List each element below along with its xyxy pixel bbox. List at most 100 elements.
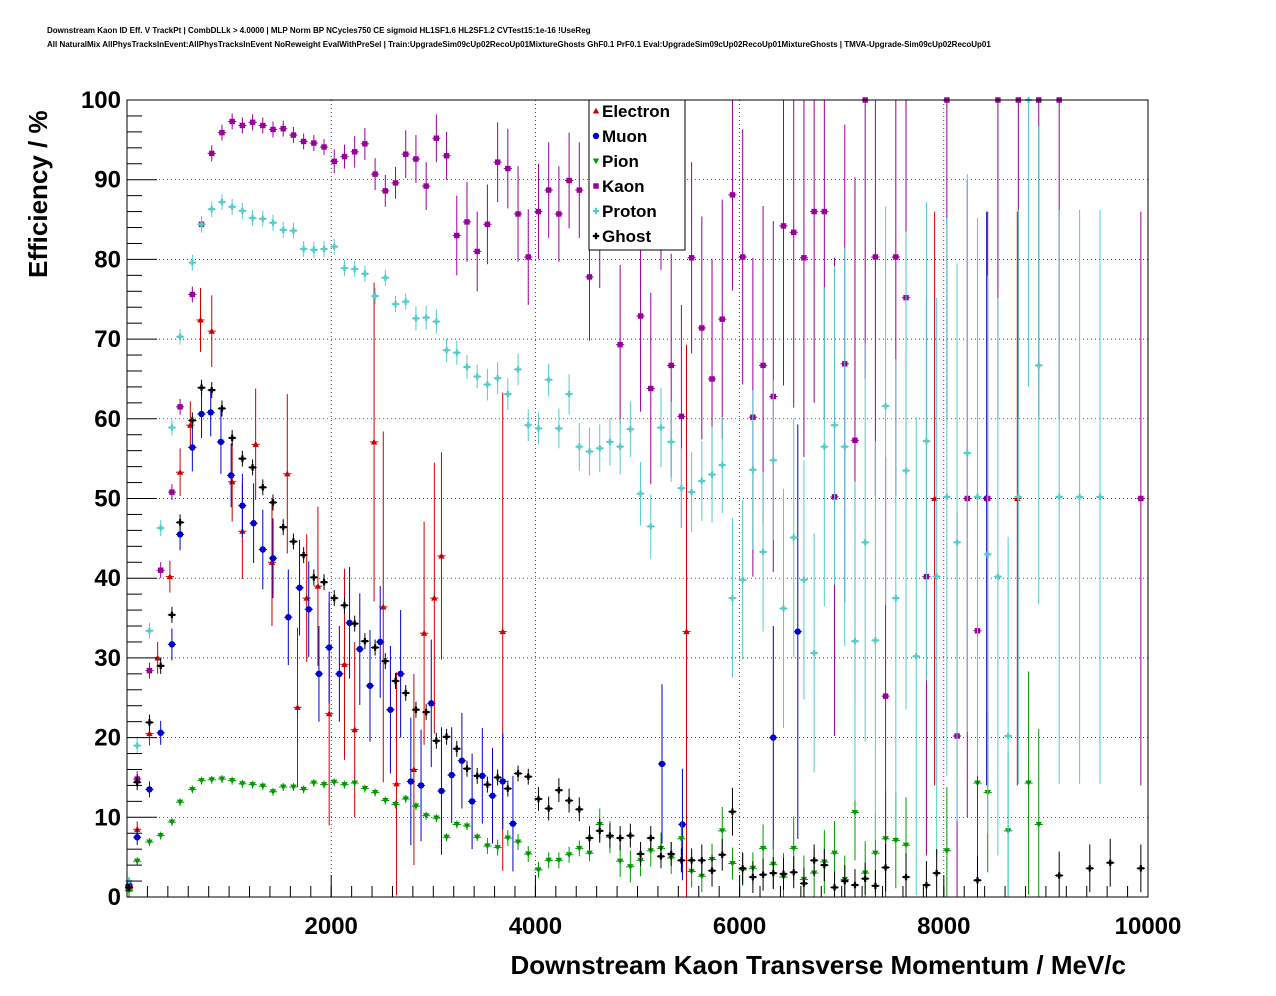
data-point-marker [678, 413, 685, 420]
data-point-marker [320, 782, 328, 788]
data-point-marker [290, 784, 297, 791]
data-point-marker [189, 291, 196, 298]
legend-label: Electron [602, 102, 670, 121]
data-point [228, 113, 237, 130]
y-tick-label: 100 [81, 87, 121, 114]
data-point [544, 363, 553, 396]
data-point [156, 657, 165, 674]
data-point-marker [413, 156, 419, 162]
data-point-marker [882, 402, 889, 410]
data-point-marker [392, 801, 399, 808]
data-point [340, 780, 349, 789]
data-point [447, 727, 456, 823]
data-point [411, 701, 421, 718]
data-point-marker [545, 376, 552, 383]
data-point [176, 328, 185, 345]
data-point [279, 519, 288, 536]
data-point [422, 704, 431, 721]
data-point-marker [535, 208, 542, 215]
data-point [176, 514, 185, 531]
data-point-marker [617, 341, 623, 348]
data-point [156, 520, 165, 536]
data-point-marker [280, 523, 287, 531]
data-point-marker [227, 472, 235, 479]
data-point-marker [284, 470, 291, 477]
data-point-marker [146, 719, 153, 726]
data-point [392, 672, 401, 896]
data-point-marker [484, 843, 491, 850]
data-point [207, 145, 216, 162]
data-point [432, 309, 441, 334]
y-tick-label: 40 [94, 565, 121, 592]
data-point [508, 775, 518, 872]
data-point [861, 97, 870, 379]
data-point [188, 785, 197, 794]
data-point-marker [168, 641, 176, 648]
data-point [728, 847, 737, 880]
data-point-marker [420, 629, 428, 636]
legend-label: Muon [602, 127, 647, 146]
data-point [228, 441, 237, 522]
data-point [973, 217, 982, 776]
data-point-marker [565, 797, 573, 804]
data-point [207, 201, 216, 218]
series-proton [124, 96, 1105, 897]
data-point-marker [555, 787, 563, 794]
data-point-marker [402, 689, 409, 697]
y-tick-label: 20 [94, 725, 121, 752]
data-point-marker [146, 839, 153, 846]
data-point-marker [658, 760, 666, 768]
x-tick-label: 4000 [509, 913, 562, 940]
data-point-marker [403, 151, 409, 157]
data-point-marker [134, 742, 141, 749]
data-series-layer [124, 96, 1145, 897]
data-point-marker [872, 254, 879, 260]
data-point [677, 848, 686, 873]
data-point [330, 238, 339, 255]
data-point-marker [851, 881, 859, 889]
data-point-marker [351, 780, 358, 787]
data-point-marker [366, 682, 374, 689]
data-point [442, 338, 451, 363]
data-point-marker [606, 438, 614, 446]
data-point [156, 831, 165, 840]
data-point [360, 633, 369, 650]
data-point-marker [606, 832, 614, 839]
data-point-marker [217, 438, 225, 446]
data-point [457, 712, 466, 809]
x-tick-label: 8000 [917, 913, 970, 940]
data-point [1024, 96, 1033, 387]
data-point [554, 166, 563, 262]
data-point-marker [627, 425, 634, 433]
data-point [769, 626, 778, 850]
data-point [462, 355, 472, 379]
data-point-marker [708, 471, 716, 478]
data-point [626, 823, 635, 848]
data-point-marker [397, 670, 404, 678]
data-point [534, 861, 543, 878]
data-point [289, 222, 298, 239]
data-point [325, 591, 334, 704]
data-point-marker [780, 870, 787, 878]
data-point [626, 401, 635, 458]
data-point [176, 398, 185, 415]
data-point [420, 521, 429, 745]
data-point [483, 368, 492, 401]
data-point [595, 424, 604, 473]
data-point [498, 733, 507, 830]
data-point-marker [382, 798, 389, 804]
data-point [682, 344, 691, 897]
data-point-marker [790, 229, 797, 236]
data-point [799, 100, 809, 458]
data-point-marker [464, 219, 470, 225]
data-point-marker [320, 578, 328, 586]
data-point [401, 293, 410, 310]
data-point-marker [310, 246, 318, 254]
data-point [258, 210, 267, 227]
data-point-marker [592, 207, 600, 215]
data-point-marker [371, 790, 379, 796]
data-point-marker [1137, 865, 1145, 872]
data-point [656, 844, 666, 869]
data-point-marker [576, 443, 583, 450]
data-point [371, 288, 380, 305]
